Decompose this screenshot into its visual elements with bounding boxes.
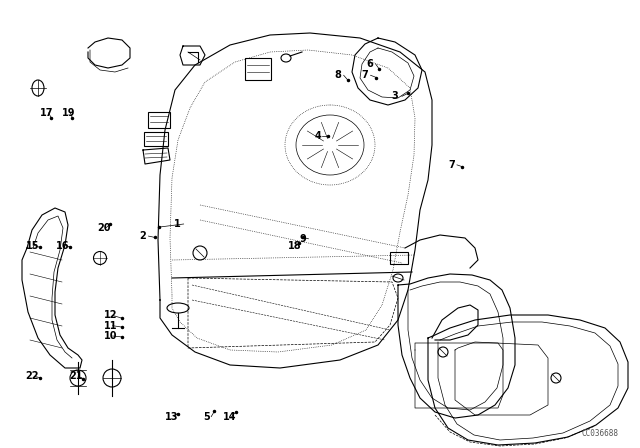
Text: 15: 15 xyxy=(26,241,39,250)
Text: 7: 7 xyxy=(448,160,455,170)
Text: 1: 1 xyxy=(174,219,181,229)
Text: 4: 4 xyxy=(315,131,322,141)
Text: 19: 19 xyxy=(61,108,75,118)
Text: 14: 14 xyxy=(223,412,236,422)
Text: 13: 13 xyxy=(165,412,179,422)
Text: 5: 5 xyxy=(204,412,211,422)
Text: 11: 11 xyxy=(104,321,117,331)
Text: 10: 10 xyxy=(104,331,117,341)
FancyBboxPatch shape xyxy=(148,112,170,128)
Text: 8: 8 xyxy=(335,70,342,80)
Text: 20: 20 xyxy=(97,223,111,233)
Text: 12: 12 xyxy=(104,310,117,320)
Text: 18: 18 xyxy=(288,241,301,250)
Text: 16: 16 xyxy=(56,241,70,250)
Text: CC036688: CC036688 xyxy=(582,429,618,438)
Text: 3: 3 xyxy=(392,91,399,101)
FancyBboxPatch shape xyxy=(245,58,271,80)
Text: 6: 6 xyxy=(367,59,374,69)
Text: 7: 7 xyxy=(362,70,369,80)
Text: 22: 22 xyxy=(26,371,39,381)
FancyBboxPatch shape xyxy=(390,252,408,264)
Text: 9: 9 xyxy=(300,234,307,244)
Text: 17: 17 xyxy=(40,108,53,118)
FancyBboxPatch shape xyxy=(144,132,168,146)
Text: 21: 21 xyxy=(69,371,83,381)
Text: 2: 2 xyxy=(140,231,147,241)
